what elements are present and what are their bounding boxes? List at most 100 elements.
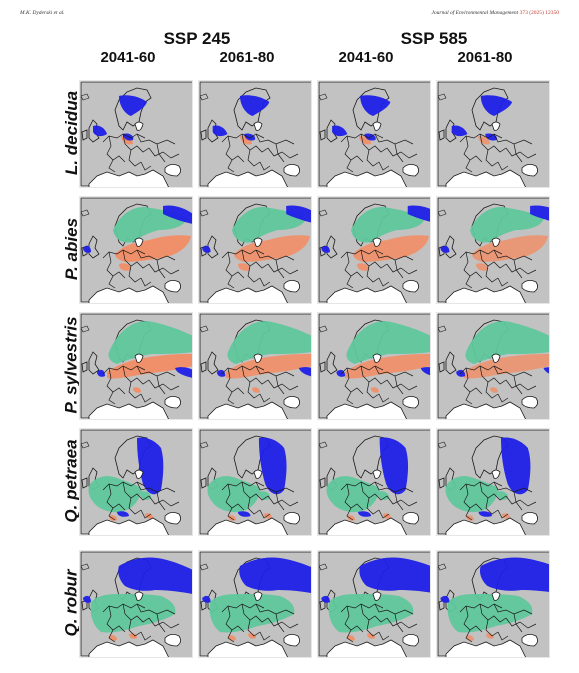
range-layers [326, 437, 409, 521]
iceland-landmass [199, 325, 209, 333]
range-gain-area [118, 557, 193, 594]
range-loss-area [129, 633, 137, 639]
range-gain-area [360, 95, 391, 116]
sea-basin [402, 396, 419, 409]
iceland-landmass [199, 93, 209, 101]
panel-frame [198, 550, 312, 658]
country-border [136, 365, 176, 377]
panel-frame [198, 312, 312, 420]
range-gain-area [97, 369, 105, 377]
scandinavia-landmass [471, 435, 509, 479]
country-border [140, 161, 152, 171]
country-border [463, 251, 483, 279]
p-sylvestris-map [79, 312, 193, 420]
range-gain-area [359, 557, 431, 593]
country-border [394, 259, 404, 279]
country-border [378, 161, 390, 171]
iceland-landmass [318, 93, 328, 101]
q-petraea-map [79, 428, 193, 536]
country-border [479, 603, 507, 623]
range-loss-area [119, 263, 131, 271]
q-robur-map [436, 550, 550, 658]
running-header-authors: M.K. Dyderski et al. [20, 10, 65, 16]
iceland-landmass [80, 209, 90, 217]
range-layers [440, 557, 550, 641]
country-border [259, 277, 271, 287]
country-border [378, 631, 390, 641]
iceland-landmass [437, 93, 447, 101]
country-border [148, 379, 180, 391]
stable-range-area [346, 321, 431, 364]
iceland-landmass [80, 441, 90, 449]
range-gain-area [202, 245, 211, 253]
sea-basin [207, 639, 289, 658]
country-border [505, 147, 537, 159]
country-border [247, 265, 261, 283]
panel-frame [317, 80, 431, 188]
sea-basin [164, 634, 181, 647]
country-border [485, 381, 499, 399]
sea-basin [402, 280, 419, 293]
sea-basin [372, 237, 382, 247]
p-sylvestris-map [436, 312, 550, 420]
country-border [128, 619, 142, 637]
country-border [247, 497, 261, 515]
country-border [227, 275, 235, 289]
country-border [497, 277, 509, 287]
britain-landmass [326, 119, 338, 143]
sea-basin [207, 169, 289, 188]
country-border [463, 483, 483, 511]
country-border [513, 375, 523, 395]
stable-range-area [351, 206, 425, 243]
range-gain-area [258, 437, 287, 495]
iceland-landmass [318, 563, 328, 571]
sea-basin [326, 169, 408, 188]
britain-landmass [445, 351, 457, 375]
country-border [255, 133, 295, 145]
country-border [386, 617, 418, 629]
sea-basin [491, 237, 501, 247]
iceland-landmass [437, 563, 447, 571]
iceland-landmass [437, 209, 447, 217]
range-gain-area [202, 595, 211, 603]
sea-basin [283, 164, 300, 177]
sea-basin [326, 639, 408, 658]
l-decidua-map [79, 80, 193, 188]
country-border [241, 133, 269, 153]
panel-frame [317, 428, 431, 536]
range-loss-area [502, 513, 510, 519]
country-border [106, 135, 126, 163]
country-border [485, 497, 499, 515]
country-border [485, 149, 499, 167]
country-border [106, 367, 126, 395]
sea-basin [88, 401, 170, 420]
country-border [360, 481, 388, 501]
country-border [513, 491, 523, 511]
p-abies-map [436, 196, 550, 304]
country-border [479, 133, 507, 153]
range-loss-area [264, 513, 272, 519]
country-border [108, 629, 116, 643]
range-gain-area [216, 369, 226, 377]
range-layers [88, 437, 164, 521]
country-border [241, 603, 269, 623]
range-gain-area [500, 437, 531, 495]
country-border [360, 249, 388, 269]
panel-frame [317, 196, 431, 304]
country-border [106, 483, 126, 511]
country-border [493, 365, 533, 377]
country-border [106, 251, 126, 279]
country-border [493, 133, 533, 145]
country-border [505, 263, 537, 275]
britain-landmass [88, 235, 100, 259]
l-decidua-map [198, 80, 312, 188]
stable-range-area [377, 491, 389, 500]
country-border [108, 159, 116, 173]
country-border [156, 375, 166, 395]
sea-basin [207, 401, 289, 420]
journal-volume: 373 (2025) 12350 [519, 10, 559, 16]
country-border [122, 603, 150, 623]
country-border [227, 159, 235, 173]
range-loss-area [252, 387, 260, 393]
country-border [378, 277, 390, 287]
